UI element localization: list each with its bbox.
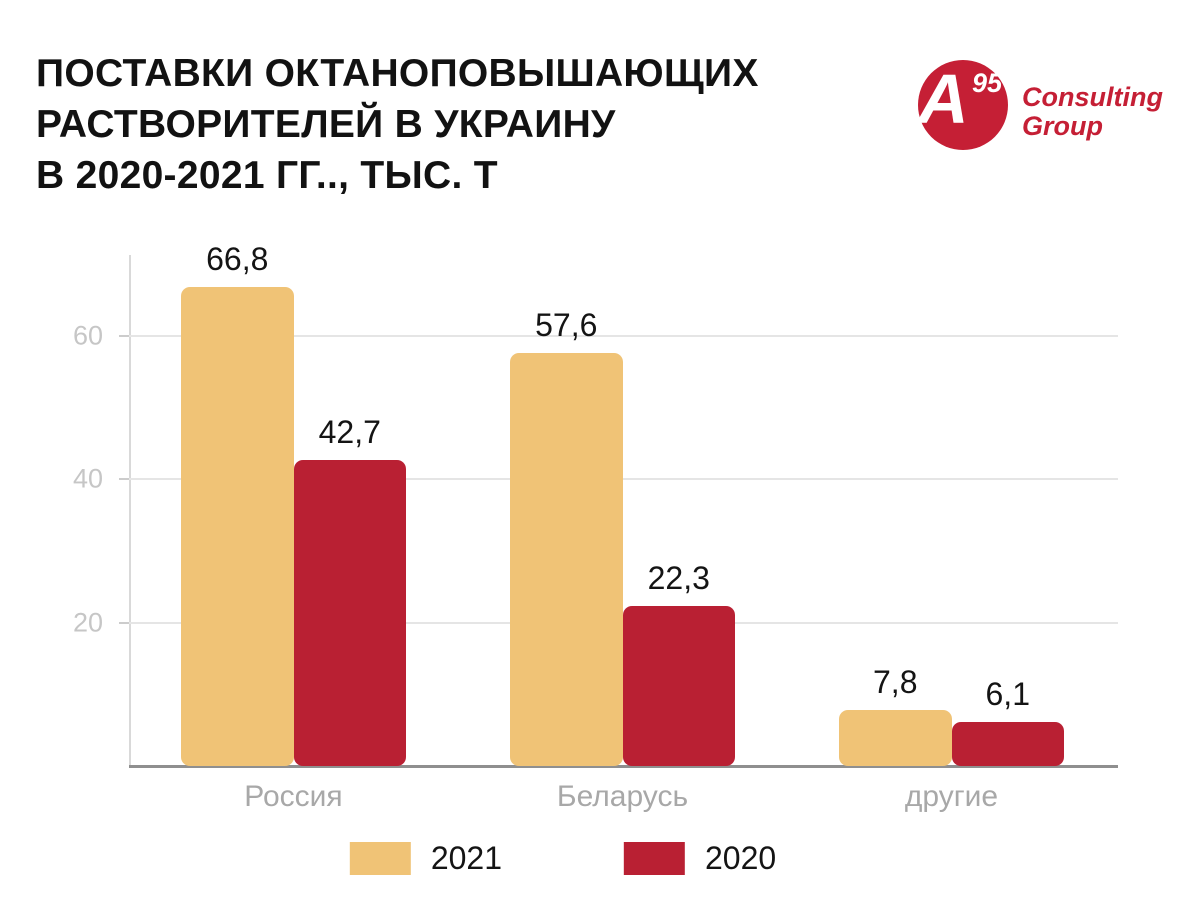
legend-label-2020: 2020 xyxy=(705,840,777,876)
bar-group-другие: 7,8 6,1 xyxy=(839,664,1064,766)
tick-mark-40 xyxy=(119,478,129,481)
bar-group-Беларусь: 57,6 22,3 xyxy=(510,307,735,766)
gridline-60 xyxy=(129,335,1118,337)
y-tick-label-60: 60 xyxy=(72,320,103,351)
y-tick-label-20: 20 xyxy=(72,607,103,638)
y-axis-line xyxy=(129,255,131,766)
gridline-40 xyxy=(129,478,1118,481)
category-label-Россия: Россия xyxy=(244,780,343,813)
value-label-2021-Россия: 66,8 xyxy=(206,241,269,277)
legend-item-2020: 2020 xyxy=(624,840,776,877)
logo-circle: A 95 xyxy=(918,60,1008,150)
value-label-2020-другие: 6,1 xyxy=(985,676,1030,712)
y-tick-label-40: 40 xyxy=(72,463,103,494)
legend-label-2021: 2021 xyxy=(430,840,502,876)
bar-2021-Россия: 66,8 xyxy=(181,241,294,766)
value-label-2020-Россия: 42,7 xyxy=(318,414,381,450)
logo-text: Consulting Group xyxy=(1022,60,1163,141)
value-label-2020-Беларусь: 22,3 xyxy=(647,560,710,596)
tick-mark-20 xyxy=(119,621,129,624)
logo-text-line1: Consulting xyxy=(1022,82,1163,112)
legend-swatch-2020 xyxy=(624,842,685,875)
bar-2020-Беларусь: 22,3 xyxy=(622,560,735,766)
logo-letter-a: A xyxy=(918,60,969,138)
legend: 2021 2020 xyxy=(349,840,776,877)
bar-group-Россия: 66,8 42,7 xyxy=(181,241,406,766)
tick-mark-60 xyxy=(119,335,129,337)
legend-item-2021: 2021 xyxy=(349,840,502,877)
category-label-Беларусь: Беларусь xyxy=(556,780,689,813)
logo-text-line2: Group xyxy=(1022,111,1103,141)
bar-2020-другие: 6,1 xyxy=(951,676,1064,766)
value-label-2021-Беларусь: 57,6 xyxy=(535,307,598,343)
chart-title: ПОСТАВКИ ОКТАНОПОВЫШАЮЩИХ РАСТВОРИТЕЛЕЙ … xyxy=(36,52,759,198)
bar-2021-Беларусь: 57,6 xyxy=(510,307,623,766)
a95-consulting-group-logo: A 95 Consulting Group xyxy=(918,60,1163,150)
legend-swatch-2021 xyxy=(349,842,411,875)
category-label-другие: другие xyxy=(904,780,999,813)
bar-2020-Россия: 42,7 xyxy=(293,414,406,766)
plot-area: 20 40 60 66,8 42,7 Россия 57,6 22,3 Беларусь 7,8 6… xyxy=(73,241,1118,813)
logo-95-superscript: 95 xyxy=(971,68,1002,98)
value-label-2021-другие: 7,8 xyxy=(873,664,918,700)
x-axis-baseline xyxy=(129,765,1118,768)
bar-2021-другие: 7,8 xyxy=(839,664,952,766)
